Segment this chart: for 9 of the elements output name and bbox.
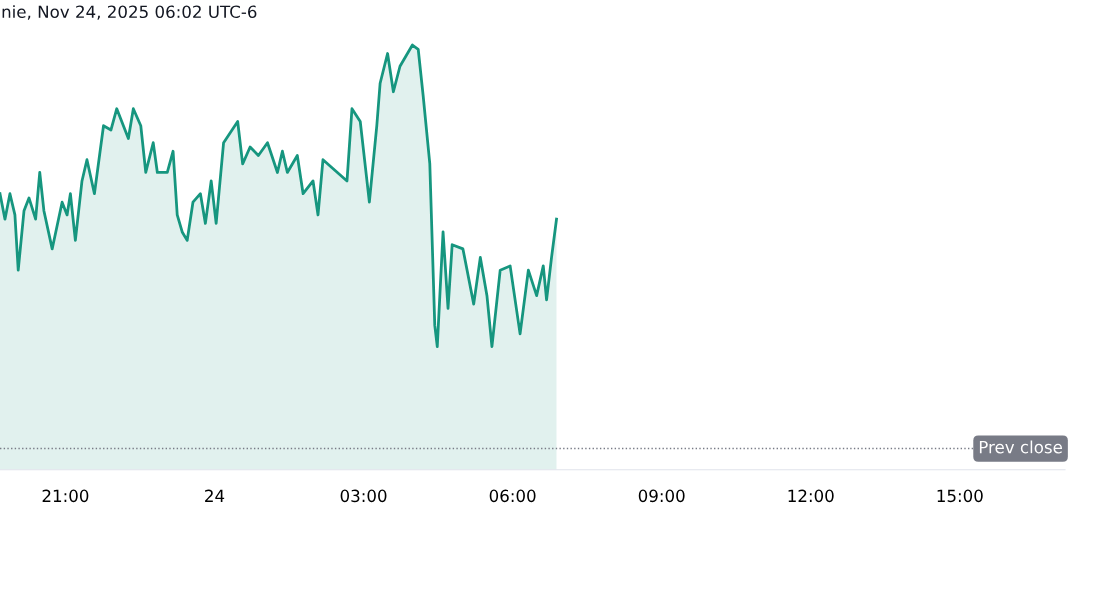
x-tick-label: 06:00 [489,489,536,503]
x-tick-label: 03:00 [340,489,387,503]
text: nie, Nov 24, 2025 06:02 UTC-6 [2,5,257,20]
ref-line-label: Prev close [979,440,1062,454]
x-tick-label: 12:00 [788,489,834,503]
x-tick-label: 21:00 [42,489,89,503]
x-tick-label: 24 [205,489,225,502]
x-tick-label: 15:00 [937,489,983,503]
x-tick-label: 09:00 [638,489,685,503]
